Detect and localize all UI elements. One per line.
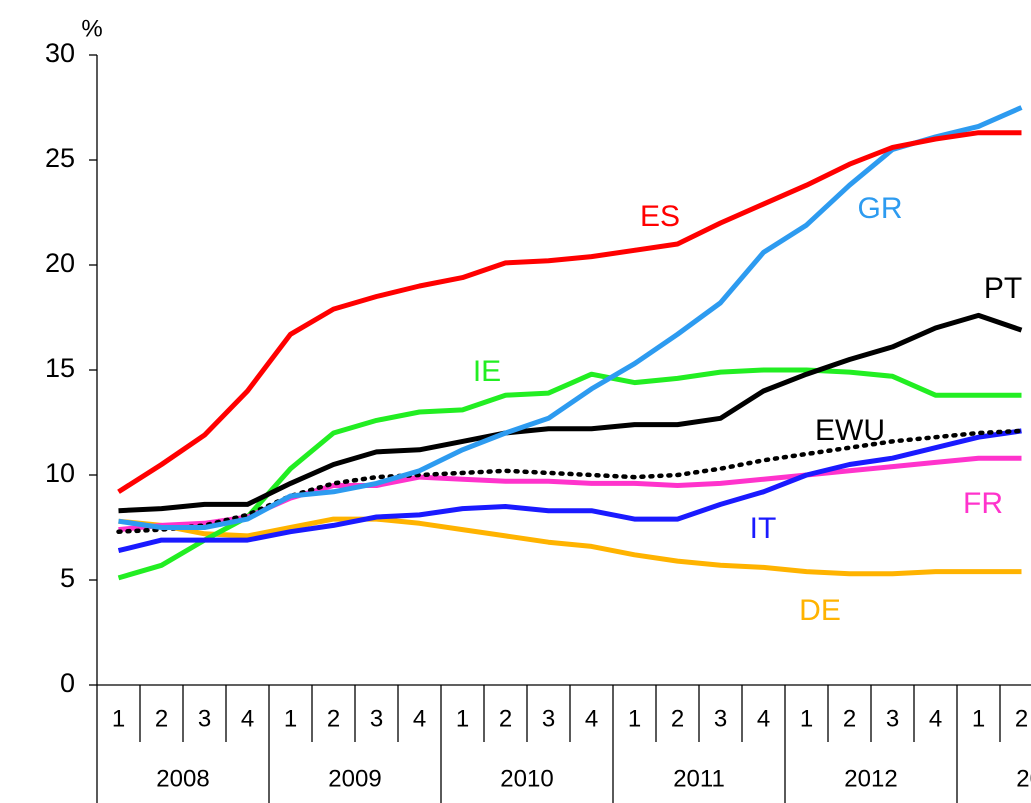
x-tick-label: 2 [1015, 705, 1028, 732]
series-label: FR [963, 487, 1003, 520]
series-label: PT [984, 272, 1022, 305]
x-tick-label: 3 [542, 705, 555, 732]
y-tick-label: 15 [45, 353, 75, 383]
y-tick-label: 10 [45, 458, 75, 488]
x-tick-label: 4 [929, 705, 942, 732]
x-tick-label: 3 [714, 705, 727, 732]
x-tick-label: 1 [284, 705, 297, 732]
year-label: 2009 [328, 765, 381, 792]
series-line [118, 105, 1023, 530]
x-tick-label: 4 [413, 705, 426, 732]
x-tick-label: 2 [327, 705, 340, 732]
x-tick-label: 1 [800, 705, 813, 732]
series-label: IT [750, 512, 777, 545]
x-tick-label: 1 [972, 705, 985, 732]
x-tick-label: 2 [499, 705, 512, 732]
series-label: EWU [815, 414, 885, 447]
y-tick-label: 5 [60, 563, 75, 593]
x-tick-label: 3 [198, 705, 211, 732]
year-label: 2013 [1016, 765, 1031, 792]
series-line [118, 455, 1022, 533]
x-tick-label: 3 [370, 705, 383, 732]
year-label: 2008 [156, 765, 209, 792]
y-tick-label: 30 [45, 38, 75, 68]
x-tick-label: 2 [671, 705, 684, 732]
series-line [118, 312, 1023, 514]
y-tick-label: 0 [60, 668, 75, 698]
y-tick-label: 20 [45, 248, 75, 278]
x-tick-label: 2 [155, 705, 168, 732]
series-line [117, 428, 1022, 554]
x-tick-label: 1 [628, 705, 641, 732]
series-line [117, 130, 1022, 494]
y-axis-label: % [81, 15, 102, 42]
series-line [118, 516, 1022, 577]
x-tick-label: 4 [241, 705, 254, 732]
year-label: 2012 [844, 765, 897, 792]
x-tick-label: 4 [585, 705, 598, 732]
series-label: DE [799, 594, 841, 627]
series-label: ES [640, 200, 680, 233]
series-label: IE [473, 355, 501, 388]
year-label: 2011 [673, 765, 725, 792]
series-label: GR [858, 192, 903, 225]
x-tick-label: 2 [843, 705, 856, 732]
year-label: 2010 [500, 765, 553, 792]
y-tick-label: 25 [45, 143, 75, 173]
x-tick-label: 4 [757, 705, 770, 732]
x-tick-label: 3 [886, 705, 899, 732]
x-tick-label: 1 [456, 705, 469, 732]
x-tick-label: 1 [112, 705, 125, 732]
